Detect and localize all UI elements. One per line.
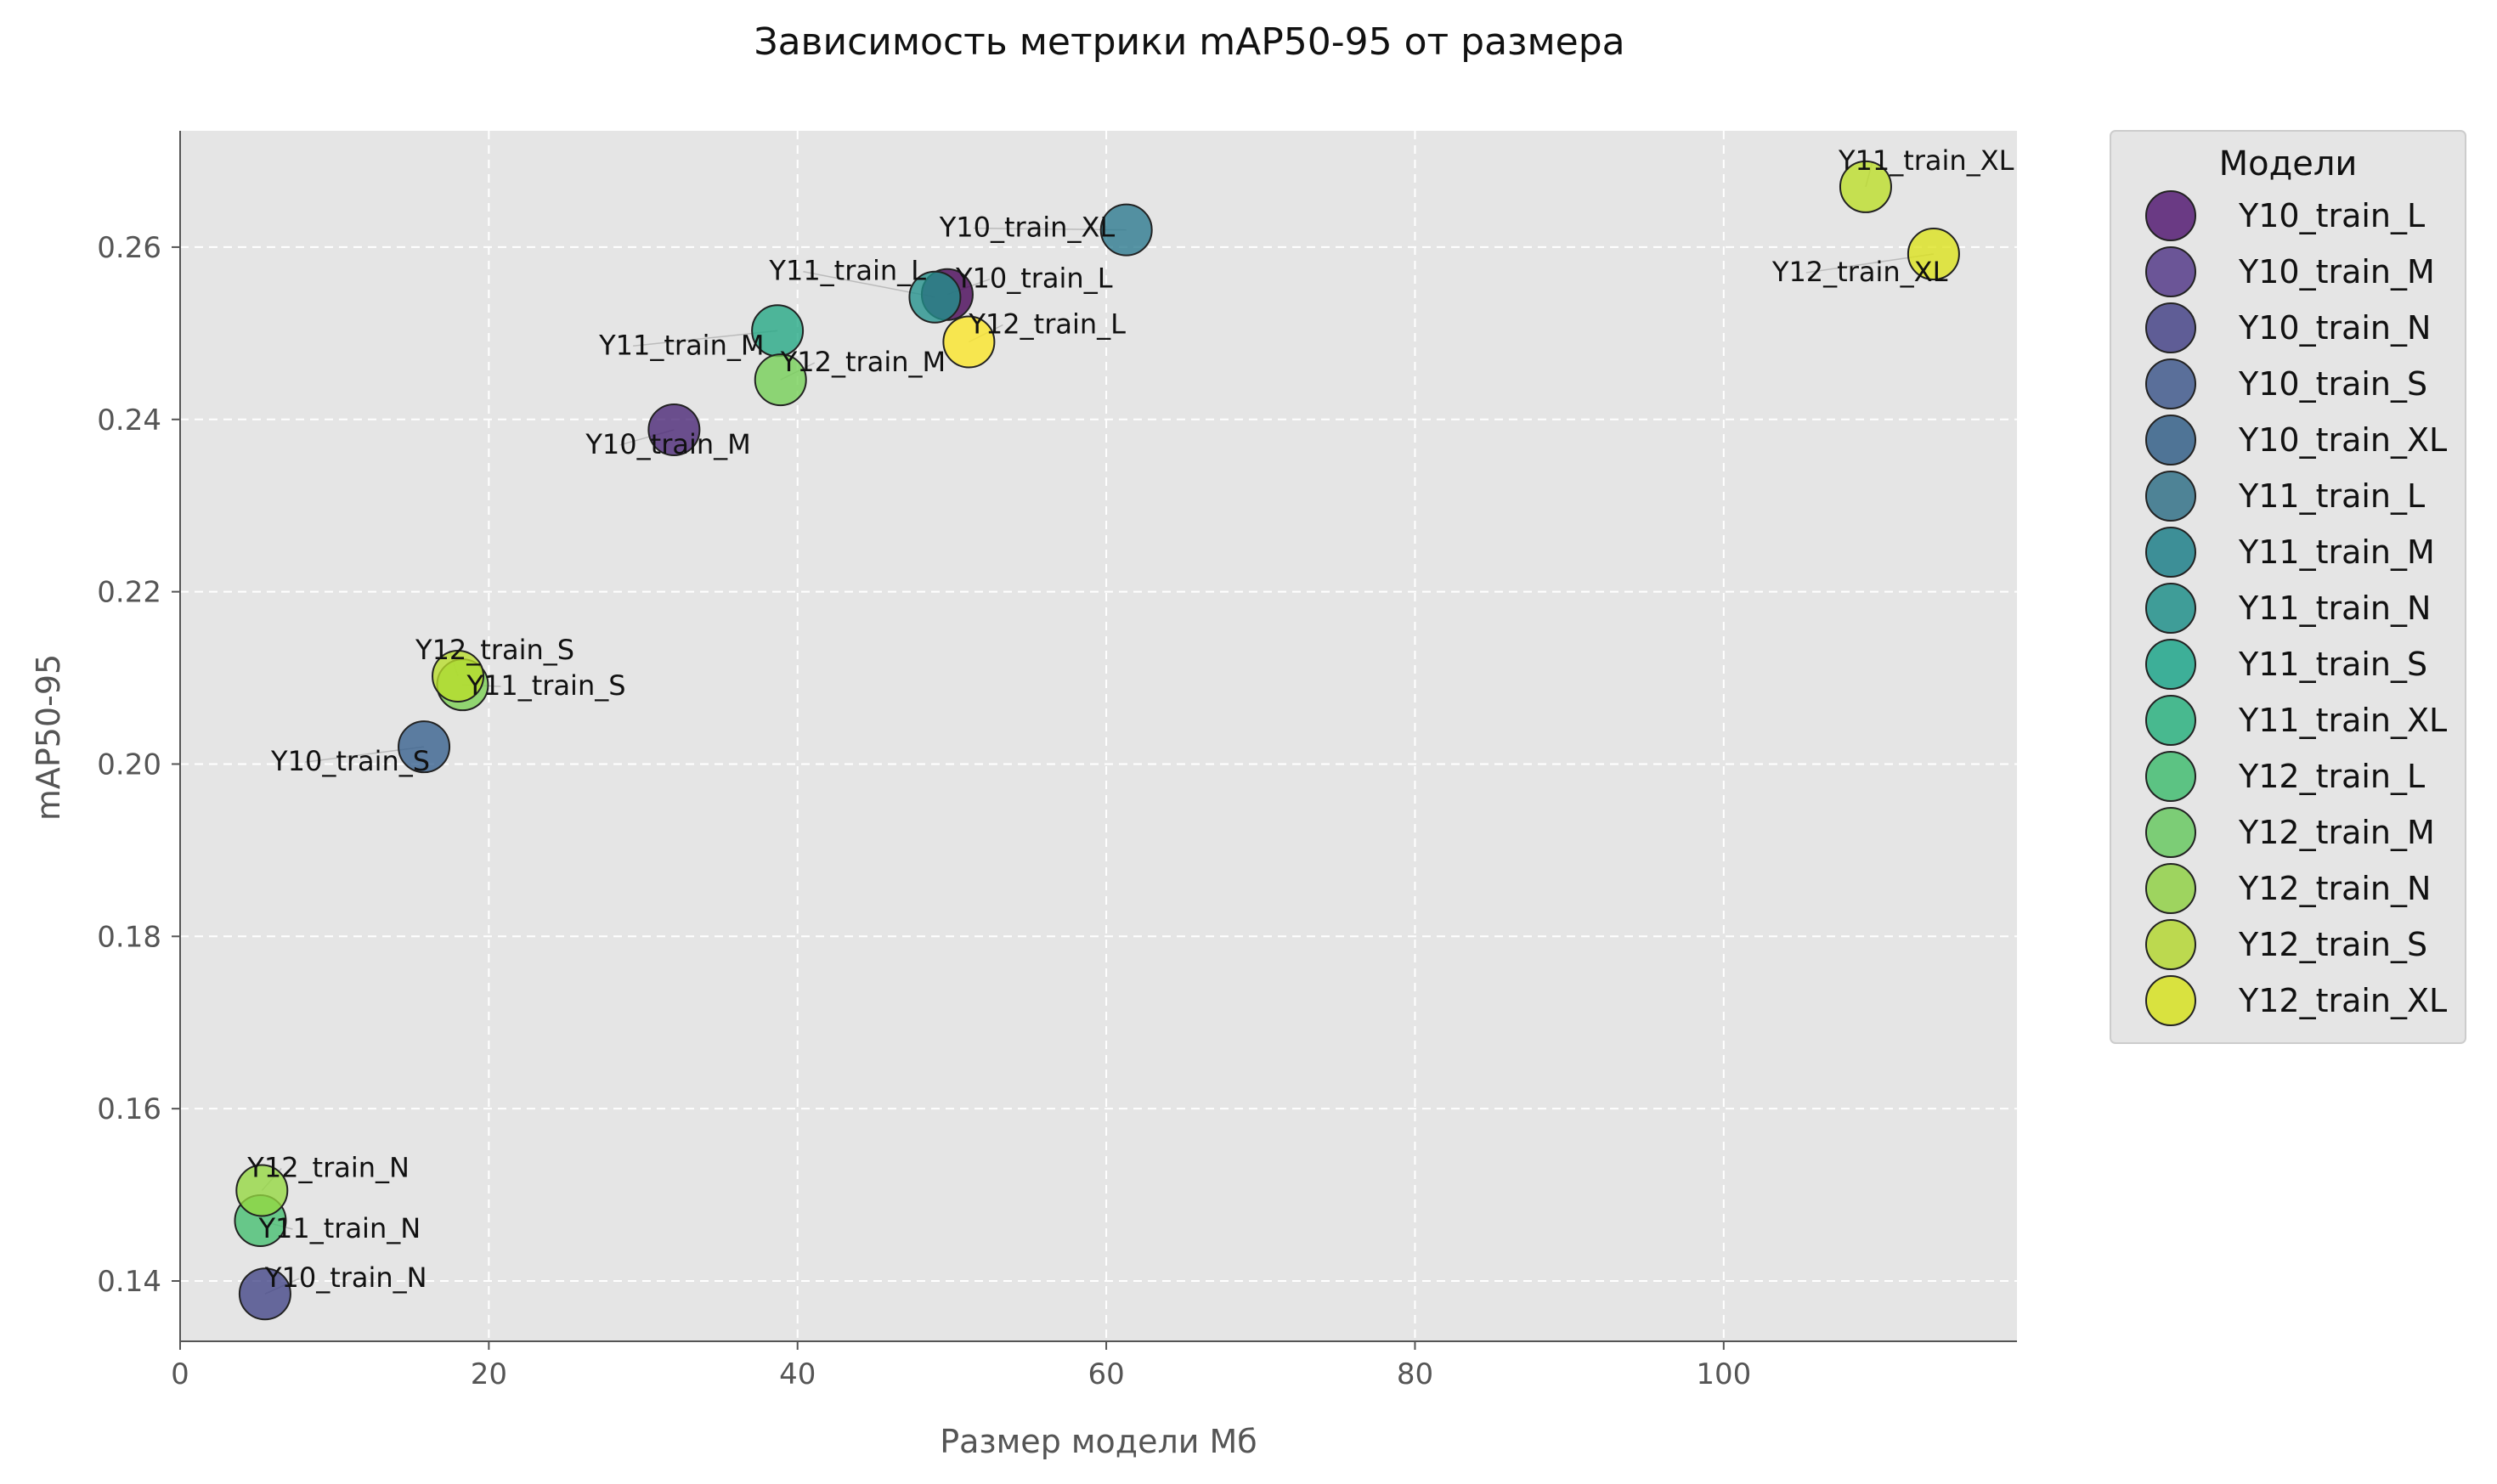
data-point xyxy=(238,1267,291,1321)
legend-label: Y11_train_N xyxy=(2238,590,2431,627)
y-tick-label: 0.14 xyxy=(97,1265,161,1299)
point-label: Y12_train_M xyxy=(780,346,946,378)
chart-title: Зависимость метрики mAP50-95 от размера xyxy=(754,20,1624,64)
point-label: Y12_train_S xyxy=(415,634,574,666)
data-points xyxy=(234,160,1960,1321)
legend-marker xyxy=(2145,302,2196,353)
legend-label: Y11_train_XL xyxy=(2238,702,2447,739)
point-label: Y12_train_N xyxy=(246,1152,410,1184)
x-tick-label: 40 xyxy=(779,1357,816,1391)
y-tick-label: 0.24 xyxy=(97,403,161,437)
legend: Модели Y10_train_L Y10_train_M Y10_train_N… xyxy=(2110,130,2466,1044)
point-label: Y10_train_S xyxy=(270,745,430,777)
point-label: Y11_train_XL xyxy=(1838,144,2014,177)
data-point xyxy=(908,270,962,324)
legend-label: Y12_train_S xyxy=(2238,926,2427,963)
y-tick-label: 0.18 xyxy=(97,920,161,954)
point-label: Y12_train_L xyxy=(968,308,1126,340)
x-tick-label: 100 xyxy=(1696,1357,1751,1391)
tick-labels: 0 20 40 60 80 100 0.14 0.16 0.18 0.20 0.22 0.24 0.26 xyxy=(97,231,1751,1391)
data-point xyxy=(1839,160,1892,213)
legend-marker xyxy=(2145,190,2196,241)
legend-label: Y10_train_XL xyxy=(2238,421,2447,459)
data-point xyxy=(942,315,996,369)
legend-label: Y12_train_M xyxy=(2238,814,2435,851)
legend-marker xyxy=(2145,975,2196,1026)
point-label: Y12_train_XL xyxy=(1771,256,1948,288)
x-tick-label: 20 xyxy=(471,1357,507,1391)
legend-label: Y12_train_XL xyxy=(2238,982,2447,1019)
legend-marker xyxy=(2145,919,2196,970)
point-label: Y11_train_S xyxy=(466,669,625,702)
data-point xyxy=(754,353,807,407)
point-labels: Y10_train_L Y10_train_M Y10_train_N Y10_tra… xyxy=(246,144,2014,1294)
legend-label: Y11_train_S xyxy=(2238,646,2427,683)
legend-marker xyxy=(2145,583,2196,634)
legend-label: Y10_train_L xyxy=(2238,197,2425,234)
y-tick-label: 0.20 xyxy=(97,748,161,781)
legend-label: Y12_train_L xyxy=(2238,758,2425,795)
data-point xyxy=(398,720,451,774)
legend-marker xyxy=(2145,358,2196,409)
legend-label: Y12_train_N xyxy=(2238,870,2431,907)
point-label: Y10_train_N xyxy=(264,1261,427,1294)
y-tick-label: 0.26 xyxy=(97,231,161,265)
point-label: Y10_train_L xyxy=(955,262,1113,295)
legend-label: Y11_train_L xyxy=(2238,477,2425,515)
legend-box xyxy=(2110,130,2466,1044)
point-label: Y11_train_N xyxy=(257,1212,421,1244)
legend-marker xyxy=(2145,639,2196,690)
x-tick-label: 80 xyxy=(1397,1357,1433,1391)
y-axis-label: mAP50-95 xyxy=(30,654,67,821)
point-label: Y10_train_XL xyxy=(939,212,1116,244)
legend-title: Модели xyxy=(2219,144,2358,183)
point-label: Y11_train_L xyxy=(768,255,926,287)
data-point xyxy=(235,1164,289,1217)
legend-label: Y10_train_M xyxy=(2238,253,2435,291)
point-label: Y11_train_M xyxy=(598,329,764,361)
legend-marker xyxy=(2145,751,2196,802)
legend-marker xyxy=(2145,527,2196,578)
legend-label: Y10_train_N xyxy=(2238,309,2431,347)
axes xyxy=(179,131,2017,1342)
legend-marker xyxy=(2145,415,2196,466)
y-tick-label: 0.22 xyxy=(97,576,161,610)
y-tick-label: 0.16 xyxy=(97,1092,161,1126)
legend-label: Y11_train_M xyxy=(2238,533,2435,571)
legend-marker xyxy=(2145,471,2196,522)
legend-marker xyxy=(2145,246,2196,297)
legend-marker xyxy=(2145,863,2196,914)
data-point xyxy=(647,403,701,456)
legend-marker xyxy=(2145,807,2196,858)
grid-lines xyxy=(179,131,2017,1341)
data-point xyxy=(1907,228,1960,281)
legend-label: Y10_train_S xyxy=(2238,365,2427,403)
legend-marker xyxy=(2145,695,2196,746)
x-tick-label: 0 xyxy=(171,1357,189,1391)
point-label: Y10_train_M xyxy=(585,428,750,460)
data-point xyxy=(432,650,485,703)
x-axis-label: Размер модели Мб xyxy=(940,1423,1257,1460)
data-point xyxy=(1099,203,1153,257)
plot-area xyxy=(180,131,2017,1341)
x-tick-label: 60 xyxy=(1087,1357,1124,1391)
